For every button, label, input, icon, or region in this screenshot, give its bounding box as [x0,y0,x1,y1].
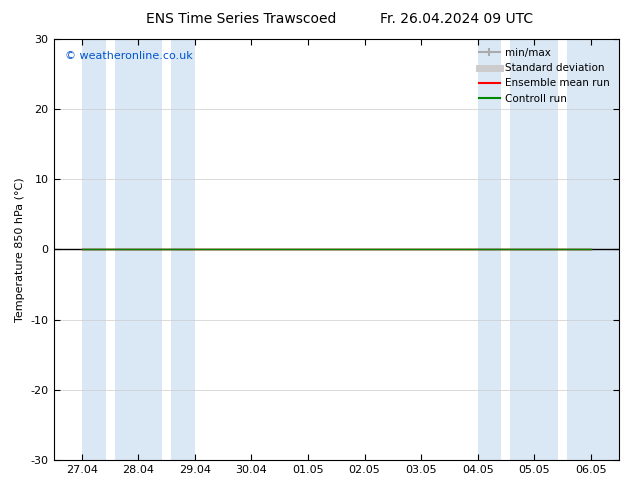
Text: Fr. 26.04.2024 09 UTC: Fr. 26.04.2024 09 UTC [380,12,533,26]
Bar [477,39,501,460]
Legend: min/max, Standard deviation, Ensemble mean run, Controll run: min/max, Standard deviation, Ensemble me… [475,44,614,108]
Bar [567,39,619,460]
Y-axis label: Temperature 850 hPa (°C): Temperature 850 hPa (°C) [15,177,25,321]
Bar [171,39,195,460]
Text: ENS Time Series Trawscoed: ENS Time Series Trawscoed [146,12,336,26]
Text: © weatheronline.co.uk: © weatheronline.co.uk [65,51,193,61]
Bar [82,39,106,460]
Bar [510,39,558,460]
Bar [115,39,162,460]
